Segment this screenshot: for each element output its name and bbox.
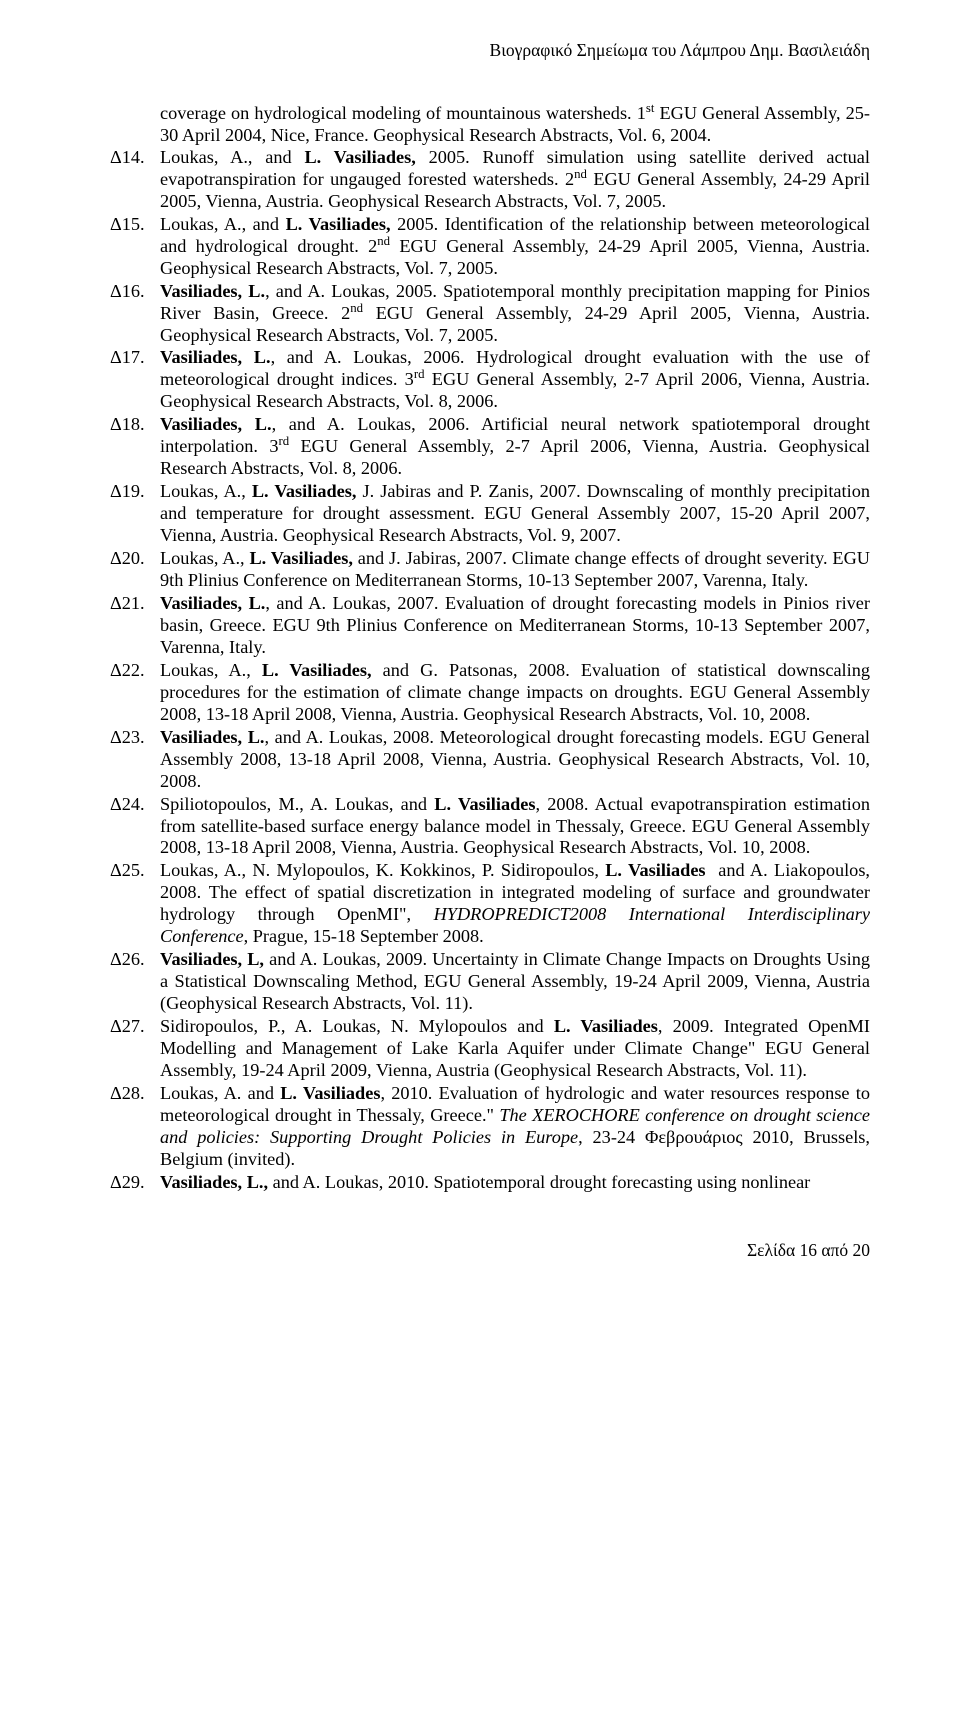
reference-label: Δ26. [110,949,160,1015]
reference-entry: Δ20. Loukas, A., L. Vasiliades, and J. J… [110,548,870,592]
reference-label: Δ24. [110,794,160,860]
reference-body: Vasiliades, L., and A. Loukas, 2006. Art… [160,414,870,480]
reference-body: Loukas, A. and L. Vasiliades, 2010. Eval… [160,1083,870,1171]
reference-entry: Δ25. Loukas, A., N. Mylopoulos, K. Kokki… [110,860,870,948]
reference-label: Δ27. [110,1016,160,1082]
reference-label: Δ23. [110,727,160,793]
reference-entry: Δ21. Vasiliades, L., and A. Loukas, 2007… [110,593,870,659]
reference-label: Δ21. [110,593,160,659]
reference-entry: Δ29. Vasiliades, L., and A. Loukas, 2010… [110,1172,870,1194]
reference-body: Loukas, A., and L. Vasiliades, 2005. Ide… [160,214,870,280]
reference-label: Δ15. [110,214,160,280]
reference-body: Vasiliades, L, and A. Loukas, 2009. Unce… [160,949,870,1015]
reference-entry: Δ23. Vasiliades, L., and A. Loukas, 2008… [110,727,870,793]
reference-body: Sidiropoulos, P., A. Loukas, N. Mylopoul… [160,1016,870,1082]
reference-label: Δ20. [110,548,160,592]
reference-body: Vasiliades, L., and A. Loukas, 2006. Hyd… [160,347,870,413]
reference-body: Loukas, A., and L. Vasiliades, 2005. Run… [160,147,870,213]
reference-body: Vasiliades, L., and A. Loukas, 2008. Met… [160,727,870,793]
reference-label: Δ25. [110,860,160,948]
reference-label: Δ28. [110,1083,160,1171]
reference-entry: Δ15. Loukas, A., and L. Vasiliades, 2005… [110,214,870,280]
reference-entry: Δ27. Sidiropoulos, P., A. Loukas, N. Myl… [110,1016,870,1082]
document-page: Βιογραφικό Σημείωμα του Λάμπρου Δημ. Βασ… [0,0,960,1311]
reference-label: Δ16. [110,281,160,347]
reference-body: Vasiliades, L., and A. Loukas, 2010. Spa… [160,1172,870,1194]
reference-label: Δ18. [110,414,160,480]
reference-body: Vasiliades, L., and A. Loukas, 2005. Spa… [160,281,870,347]
reference-label: Δ22. [110,660,160,726]
running-header: Βιογραφικό Σημείωμα του Λάμπρου Δημ. Βασ… [110,40,870,61]
reference-label: Δ17. [110,347,160,413]
reference-body: Loukas, A., L. Vasiliades, and J. Jabira… [160,548,870,592]
reference-entry: Δ19. Loukas, A., L. Vasiliades, J. Jabir… [110,481,870,547]
reference-label: Δ19. [110,481,160,547]
reference-body: Loukas, A., L. Vasiliades, J. Jabiras an… [160,481,870,547]
reference-body: Loukas, A., L. Vasiliades, and G. Patson… [160,660,870,726]
page-footer: Σελίδα 16 από 20 [110,1240,870,1261]
reference-list: Δ14. Loukas, A., and L. Vasiliades, 2005… [110,147,870,1194]
reference-entry: Δ17. Vasiliades, L., and A. Loukas, 2006… [110,347,870,413]
reference-body: Vasiliades, L., and A. Loukas, 2007. Eva… [160,593,870,659]
reference-label: Δ29. [110,1172,160,1194]
reference-entry: Δ18. Vasiliades, L., and A. Loukas, 2006… [110,414,870,480]
reference-entry: Δ24. Spiliotopoulos, M., A. Loukas, and … [110,794,870,860]
reference-body: Spiliotopoulos, M., A. Loukas, and L. Va… [160,794,870,860]
reference-entry: Δ16. Vasiliades, L., and A. Loukas, 2005… [110,281,870,347]
reference-entry: Δ28. Loukas, A. and L. Vasiliades, 2010.… [110,1083,870,1171]
reference-entry: Δ22. Loukas, A., L. Vasiliades, and G. P… [110,660,870,726]
reference-entry: Δ26. Vasiliades, L, and A. Loukas, 2009.… [110,949,870,1015]
reference-label: Δ14. [110,147,160,213]
continuation-text: coverage on hydrological modeling of mou… [160,103,870,147]
reference-entry: Δ14. Loukas, A., and L. Vasiliades, 2005… [110,147,870,213]
reference-body: Loukas, A., N. Mylopoulos, K. Kokkinos, … [160,860,870,948]
